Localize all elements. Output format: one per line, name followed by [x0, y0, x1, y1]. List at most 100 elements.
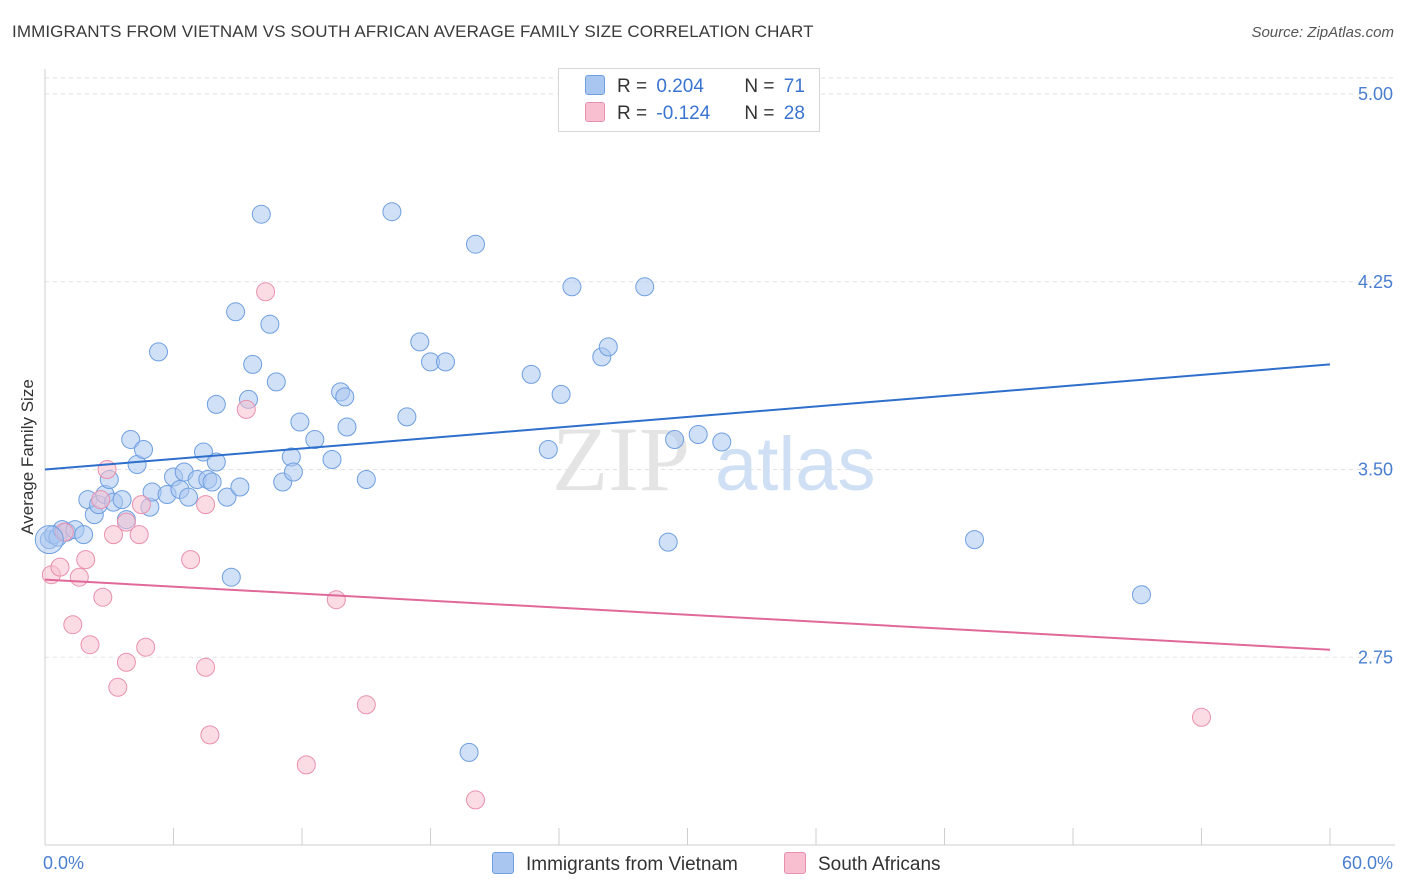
legend-r-label: R =	[617, 76, 648, 97]
south-africans-point	[136, 637, 156, 657]
series-swatch-blue	[492, 852, 514, 874]
vietnam-point-cluster	[34, 525, 64, 555]
vietnam-point	[965, 530, 984, 550]
vietnam-point	[335, 387, 355, 407]
vietnam-point	[635, 277, 655, 297]
vietnam-point	[266, 372, 286, 392]
vietnam-point	[562, 277, 582, 297]
south-africans-point	[1192, 707, 1211, 727]
south-africans-point	[91, 490, 111, 510]
vietnam-point	[598, 337, 618, 357]
x-tick-labels: 0.0% 60.0%	[43, 853, 1393, 873]
series-legend-label: Immigrants from Vietnam	[526, 854, 738, 875]
vietnam-point	[230, 477, 250, 497]
vietnam-point	[260, 314, 280, 334]
series-legend-label: South Africans	[818, 854, 941, 875]
south-africans-point	[50, 557, 70, 577]
trend-lines	[44, 363, 1331, 651]
vietnam-point	[283, 462, 303, 482]
vietnam-point	[1132, 585, 1151, 605]
legend-swatch-pink	[585, 102, 605, 122]
south-africans-point	[131, 495, 151, 515]
vietnam-point	[712, 432, 732, 452]
south-africans-point	[93, 587, 113, 607]
vietnam-point	[538, 440, 558, 459]
watermark-atlas: atlas	[715, 422, 876, 507]
legend-n-value: 28	[783, 103, 805, 124]
vietnam-point	[551, 384, 571, 404]
legend-row-vietnam: R = 0.204 N = 71	[585, 75, 805, 99]
south-africans-point	[356, 695, 376, 715]
south-africans-trend-line	[44, 578, 1331, 651]
vietnam-point	[251, 204, 271, 224]
chart-title: IMMIGRANTS FROM VIETNAM VS SOUTH AFRICAN…	[12, 22, 814, 41]
vietnam-point	[243, 354, 263, 374]
south-africans-point	[200, 725, 220, 745]
vietnam-point	[206, 394, 226, 414]
watermark-zip: ZIP	[552, 408, 690, 510]
series-legend-item-south-africans[interactable]: South Africans	[784, 852, 941, 876]
south-africans-point	[466, 790, 485, 810]
vietnam-point	[410, 332, 430, 352]
legend-n-label: N =	[744, 103, 775, 124]
legend-r-value: 0.204	[656, 76, 704, 97]
data-points	[34, 202, 1211, 810]
series-legend-item-vietnam[interactable]: Immigrants from Vietnam	[492, 852, 738, 876]
south-africans-point	[104, 525, 123, 545]
legend-r-value: -0.124	[656, 103, 711, 124]
correlation-legend: R = 0.204 N = 71 R = -0.124 N = 28	[558, 68, 820, 132]
vietnam-point	[322, 450, 342, 469]
south-africans-point	[76, 550, 96, 570]
vietnam-point	[466, 234, 485, 254]
vietnam-point	[521, 364, 541, 384]
vietnam-point	[337, 417, 357, 437]
vietnam-point	[149, 342, 168, 362]
south-africans-point	[256, 282, 276, 302]
legend-n-label: N =	[744, 76, 775, 97]
vietnam-point	[436, 352, 455, 372]
vietnam-point	[112, 490, 132, 510]
watermark: ZIP atlas	[552, 408, 876, 510]
y-tick-labels: 2.75 3.50 4.25 5.00	[1358, 84, 1393, 667]
south-africans-point	[181, 550, 201, 570]
vietnam-point	[206, 452, 226, 472]
y-tick-label: 2.75	[1358, 647, 1393, 667]
y-tick-label: 3.50	[1358, 460, 1393, 480]
south-africans-point	[196, 495, 216, 515]
vietnam-point	[688, 425, 708, 444]
x-tick-label-min: 0.0%	[43, 853, 84, 873]
south-africans-point	[80, 635, 100, 655]
south-africans-point	[196, 657, 216, 677]
south-africans-point	[63, 615, 83, 635]
series-swatch-pink	[784, 852, 806, 874]
y-tick-label: 4.25	[1358, 272, 1393, 292]
south-africans-point	[116, 652, 136, 672]
legend-swatch-blue	[585, 75, 605, 95]
vietnam-point	[221, 567, 241, 587]
series-legend: Immigrants from Vietnam South Africans	[0, 852, 1406, 878]
vietnam-point	[382, 202, 402, 222]
vietnam-point	[290, 412, 310, 432]
vietnam-point	[665, 430, 685, 449]
vietnam-point	[397, 407, 417, 427]
vietnam-point	[305, 430, 325, 449]
south-africans-point	[108, 677, 128, 697]
vietnam-point	[179, 487, 198, 507]
vietnam-point	[226, 302, 246, 322]
vietnam-point	[202, 472, 222, 492]
vietnam-trend-line	[44, 363, 1331, 471]
y-axis-label: Average Family Size	[18, 379, 37, 535]
axes	[44, 69, 1395, 846]
south-africans-point	[69, 567, 89, 587]
vietnam-point	[658, 532, 678, 552]
south-africans-point	[129, 525, 149, 545]
legend-n-value: 71	[783, 76, 805, 97]
vietnam-point	[134, 440, 153, 459]
x-tick-label-max: 60.0%	[1342, 853, 1393, 873]
vietnam-point	[217, 487, 237, 507]
south-africans-point	[116, 512, 136, 532]
y-tick-label: 5.00	[1358, 84, 1393, 104]
vietnam-point	[121, 430, 141, 449]
vietnam-point	[459, 742, 479, 762]
